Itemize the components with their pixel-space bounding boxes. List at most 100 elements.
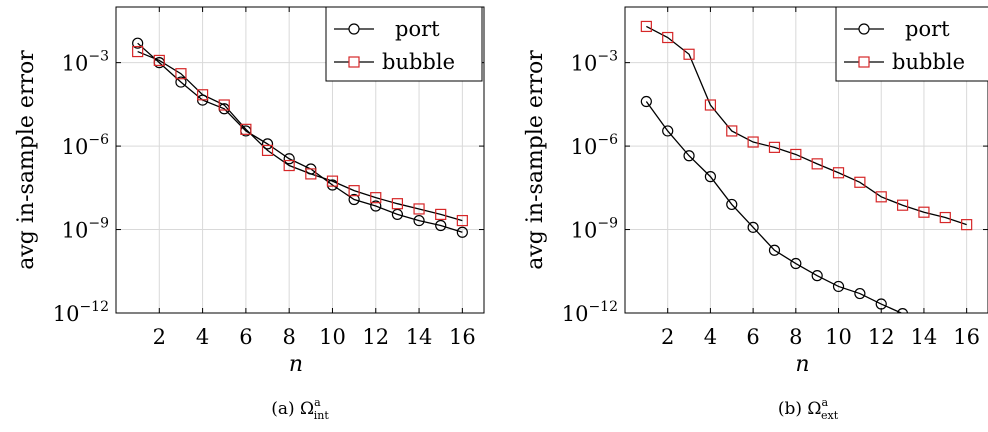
data-point-bubble [854,176,866,188]
caption: (a) Ωa int [271,396,329,422]
x-tick-label: 6 [239,325,252,349]
y-axis-label: avg in-sample error [523,50,548,270]
data-point-bubble [875,191,887,203]
data-point-port [768,244,781,256]
plot-area [640,20,973,341]
caption: (b) Ωa ext [778,396,839,422]
data-point-bubble [832,167,845,179]
data-point-port [683,150,695,162]
legend-label-bubble: bubble [892,50,965,74]
legend-marker-port [858,23,870,35]
data-point-port [662,125,674,137]
legend-marker-bubble [348,56,360,68]
data-point-bubble [435,208,447,221]
data-point-bubble [456,214,468,227]
series-line-port [137,42,463,233]
x-tick-label: 4 [196,325,209,349]
series-line-port [645,101,903,313]
data-point-port [283,153,295,165]
x-tick-label: 10 [319,325,346,349]
data-point-port [435,219,447,232]
x-axis-label: n [795,352,809,377]
data-point-port [175,76,187,88]
data-point-bubble [391,198,404,210]
data-point-port [132,37,144,49]
data-point-bubble [370,192,382,204]
data-point-bubble [683,48,695,60]
x-tick-label: 2 [153,325,166,349]
x-tick-label: 12 [868,325,895,349]
y-tick-label: 10−12 [562,299,618,326]
series-port [640,95,950,341]
data-point-bubble [196,89,209,101]
x-tick-label: 8 [789,325,802,349]
y-tick-label: 10−6 [571,132,618,159]
data-point-bubble [918,206,930,218]
data-point-bubble [132,45,144,58]
data-point-bubble [240,123,252,135]
data-point-port [726,198,738,211]
data-point-bubble [768,141,781,153]
data-point-bubble [726,125,738,137]
series-bubble [640,20,973,231]
data-point-port [348,193,360,206]
data-point-port [370,200,382,212]
y-tick-label: 10−12 [53,299,109,326]
data-point-bubble [153,54,165,67]
data-point-port [704,171,717,183]
x-tick-label: 16 [953,325,980,349]
data-point-port [940,331,950,341]
x-axis-label: n [289,352,303,377]
data-point-bubble [896,199,909,211]
legend-box [835,6,988,82]
data-point-port [854,287,866,300]
legend-label-port: port [905,17,950,41]
data-point-bubble [939,211,951,224]
data-point-bubble [305,168,317,180]
data-point-port [261,138,274,150]
legend-marker-port [348,23,360,35]
legend: port bubble [835,6,988,82]
x-tick-label: 4 [704,325,717,349]
data-point-bubble [662,31,674,44]
data-point-port [811,270,823,282]
data-point-port [747,221,759,233]
data-point-port [413,214,425,227]
x-tick-label: 12 [362,325,389,349]
data-point-port [875,298,887,310]
data-point-port [640,95,652,108]
x-tick-label: 2 [661,325,674,349]
data-point-bubble [218,99,230,111]
data-point-bubble [790,148,802,161]
y-tick-label: 10−9 [571,216,618,243]
data-point-bubble [961,219,973,231]
data-point-bubble [640,20,652,33]
data-point-bubble [175,68,187,80]
y-axis-label: avg in-sample error [14,50,39,270]
data-point-port [897,308,909,313]
data-point-port [456,226,468,238]
series-bubble [132,45,468,227]
y-tick-label: 10−3 [571,49,618,76]
data-point-bubble [413,203,425,215]
y-tick-label: 10−3 [62,49,109,76]
x-tick-label: 16 [449,325,476,349]
data-point-port [790,257,802,270]
x-tick-label: 10 [825,325,852,349]
data-point-bubble [283,159,295,172]
plot-frame [115,6,485,314]
plot-frame [624,6,988,314]
chart-panel-b: 2 4 6 8 10 12 14 16 10−12 10−9 10−6 10−3 n avg in-sam… [523,6,988,422]
legend-label-bubble: bubble [382,50,455,74]
data-point-bubble [326,175,339,187]
x-tick-label: 6 [746,325,759,349]
data-point-port [391,208,404,221]
plot-area [132,37,468,238]
legend-box [325,6,483,82]
data-point-bubble [261,144,274,156]
x-tick-label: 8 [282,325,295,349]
series-line-bubble [137,50,463,222]
series-line-bubble [646,25,967,226]
y-tick-label: 10−6 [62,132,109,159]
